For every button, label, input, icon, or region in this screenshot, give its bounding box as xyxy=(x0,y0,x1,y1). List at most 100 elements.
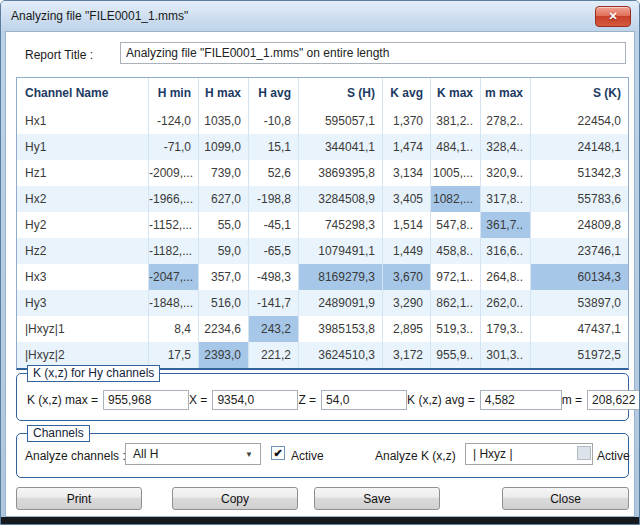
table-cell[interactable]: -71,0 xyxy=(148,134,198,160)
table-cell[interactable]: -1152,... xyxy=(148,212,198,238)
table-cell[interactable]: 316,6.. xyxy=(480,238,530,264)
column-header-m-max[interactable]: m max xyxy=(480,78,530,108)
table-cell[interactable]: 320,9.. xyxy=(480,160,530,186)
table-cell[interactable]: 15,1 xyxy=(248,134,298,160)
kxz-max-input[interactable] xyxy=(103,390,189,410)
table-cell[interactable]: 516,0 xyxy=(198,290,248,316)
table-cell[interactable]: 1005,... xyxy=(430,160,480,186)
table-cell[interactable]: 3,134 xyxy=(382,160,430,186)
row-label[interactable]: Hx3 xyxy=(17,264,148,290)
table-cell[interactable]: 8169279,3 xyxy=(298,264,382,290)
table-cell[interactable]: 55783,6 xyxy=(530,186,628,212)
table-cell[interactable]: 3,172 xyxy=(382,342,430,368)
row-label[interactable]: Hx1 xyxy=(17,108,148,134)
table-cell[interactable]: 3,405 xyxy=(382,186,430,212)
column-header-s-k-[interactable]: S (K) xyxy=(530,78,628,108)
table-cell[interactable]: -1182,... xyxy=(148,238,198,264)
column-header-k-max[interactable]: K max xyxy=(430,78,480,108)
table-cell[interactable]: 519,3.. xyxy=(430,316,480,342)
table-cell[interactable]: 381,2.. xyxy=(430,108,480,134)
table-cell[interactable]: 22454,0 xyxy=(530,108,628,134)
print-button[interactable]: Print xyxy=(16,487,142,510)
table-cell[interactable]: -1966,... xyxy=(148,186,198,212)
table-cell[interactable]: 24809,8 xyxy=(530,212,628,238)
table-cell[interactable]: 24148,1 xyxy=(530,134,628,160)
table-cell[interactable]: 361,7.. xyxy=(480,212,530,238)
column-header-k-avg[interactable]: K avg xyxy=(382,78,430,108)
kxz-z-input[interactable] xyxy=(321,390,407,410)
table-cell[interactable]: 1,474 xyxy=(382,134,430,160)
table-cell[interactable]: 739,0 xyxy=(198,160,248,186)
table-cell[interactable]: 221,2 xyxy=(248,342,298,368)
table-cell[interactable]: 8,4 xyxy=(148,316,198,342)
table-cell[interactable]: 972,1.. xyxy=(430,264,480,290)
table-cell[interactable]: -498,3 xyxy=(248,264,298,290)
table-cell[interactable]: 278,2.. xyxy=(480,108,530,134)
titlebar[interactable]: Analyzing file "FILE0001_1.mms" xyxy=(1,1,639,31)
table-cell[interactable]: -124,0 xyxy=(148,108,198,134)
table-cell[interactable]: 862,1.. xyxy=(430,290,480,316)
table-cell[interactable]: 3985153,8 xyxy=(298,316,382,342)
column-header-h-max[interactable]: H max xyxy=(198,78,248,108)
column-header-h-avg[interactable]: H avg xyxy=(248,78,298,108)
table-cell[interactable]: 1082,... xyxy=(430,186,480,212)
table-cell[interactable]: 60134,3 xyxy=(530,264,628,290)
kxz-x-input[interactable] xyxy=(212,390,298,410)
table-cell[interactable]: 1,370 xyxy=(382,108,430,134)
table-cell[interactable]: 458,8.. xyxy=(430,238,480,264)
analyze-k-active-checkbox[interactable] xyxy=(577,446,591,460)
column-header-channel-name[interactable]: Channel Name xyxy=(17,78,148,108)
table-cell[interactable]: 627,0 xyxy=(198,186,248,212)
table-cell[interactable]: -198,8 xyxy=(248,186,298,212)
row-label[interactable]: Hz2 xyxy=(17,238,148,264)
table-cell[interactable]: -141,7 xyxy=(248,290,298,316)
table-cell[interactable]: 1,449 xyxy=(382,238,430,264)
table-cell[interactable]: -1848,... xyxy=(148,290,198,316)
kxz-avg-input[interactable] xyxy=(480,390,562,410)
table-cell[interactable]: 23746,1 xyxy=(530,238,628,264)
analyze-channels-dropdown[interactable]: All H ▼ xyxy=(125,443,261,465)
table-cell[interactable]: 357,0 xyxy=(198,264,248,290)
table-cell[interactable]: 484,1.. xyxy=(430,134,480,160)
table-cell[interactable]: 3624510,3 xyxy=(298,342,382,368)
table-cell[interactable]: 2393,0 xyxy=(198,342,248,368)
analyze-k-dropdown[interactable]: | Hxyz | ▼ xyxy=(465,443,593,465)
table-cell[interactable]: 301,3.. xyxy=(480,342,530,368)
table-cell[interactable]: 317,8.. xyxy=(480,186,530,212)
table-cell[interactable]: 745298,3 xyxy=(298,212,382,238)
table-cell[interactable]: -2009,... xyxy=(148,160,198,186)
analyze-channels-active-checkbox[interactable]: ✔ xyxy=(271,446,285,460)
table-cell[interactable]: -10,8 xyxy=(248,108,298,134)
save-button[interactable]: Save xyxy=(314,487,440,510)
table-cell[interactable]: 55,0 xyxy=(198,212,248,238)
column-header-h-min[interactable]: H min xyxy=(148,78,198,108)
row-label[interactable]: Hy3 xyxy=(17,290,148,316)
table-cell[interactable]: 179,3.. xyxy=(480,316,530,342)
close-button[interactable]: ✕ xyxy=(595,6,631,27)
row-label[interactable]: Hy2 xyxy=(17,212,148,238)
table-cell[interactable]: 264,8.. xyxy=(480,264,530,290)
table-cell[interactable]: 955,9.. xyxy=(430,342,480,368)
table-cell[interactable]: 51342,3 xyxy=(530,160,628,186)
table-cell[interactable]: 51972,5 xyxy=(530,342,628,368)
row-label[interactable]: Hy1 xyxy=(17,134,148,160)
table-cell[interactable]: -45,1 xyxy=(248,212,298,238)
row-label[interactable]: |Hxyz|1 xyxy=(17,316,148,342)
table-cell[interactable]: 3284508,9 xyxy=(298,186,382,212)
table-cell[interactable]: 328,4.. xyxy=(480,134,530,160)
table-cell[interactable]: 3869395,8 xyxy=(298,160,382,186)
table-cell[interactable]: 2,895 xyxy=(382,316,430,342)
table-cell[interactable]: 243,2 xyxy=(248,316,298,342)
table-cell[interactable]: 2234,6 xyxy=(198,316,248,342)
table-cell[interactable]: 1079491,1 xyxy=(298,238,382,264)
table-cell[interactable]: 53897,0 xyxy=(530,290,628,316)
table-cell[interactable]: 59,0 xyxy=(198,238,248,264)
kxz-m-input[interactable] xyxy=(587,390,640,410)
report-title-input[interactable] xyxy=(120,42,626,64)
copy-button[interactable]: Copy xyxy=(172,487,298,510)
table-cell[interactable]: 344041,1 xyxy=(298,134,382,160)
table-cell[interactable]: 2489091,9 xyxy=(298,290,382,316)
table-cell[interactable]: 3,290 xyxy=(382,290,430,316)
table-cell[interactable]: -65,5 xyxy=(248,238,298,264)
table-cell[interactable]: 47437,1 xyxy=(530,316,628,342)
